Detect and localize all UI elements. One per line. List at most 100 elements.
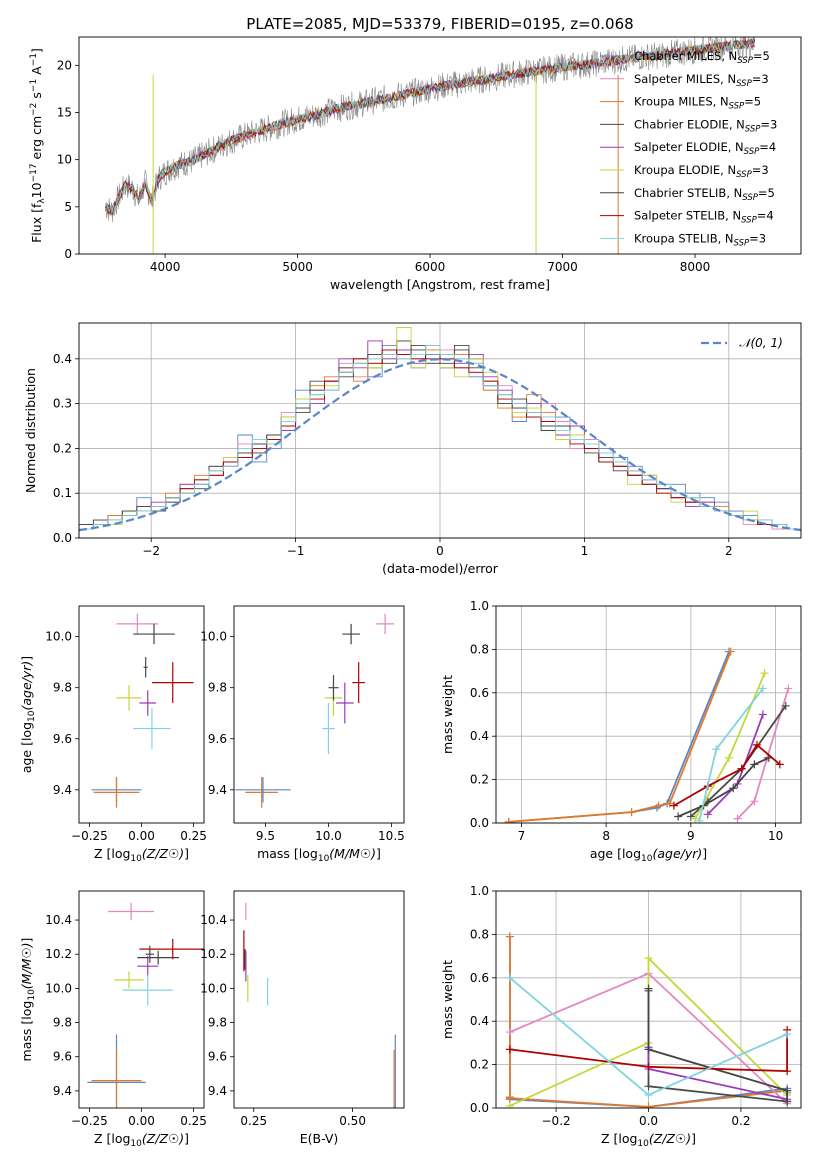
gaussian-reference-curve: [79, 358, 801, 532]
legend-label: Salpeter STELIB, NSSP=4: [634, 209, 774, 226]
label-part: Flux [f: [29, 203, 44, 243]
label-part: mass weight: [440, 675, 455, 754]
mass-weight-marker: [737, 764, 746, 773]
label-part: =3: [752, 72, 769, 86]
label-part: Normed distribution: [23, 368, 38, 493]
residuals-xtick-label: 0: [436, 544, 444, 558]
spectrum-ytick-label: 10: [57, 153, 72, 167]
mass-vs-Z-plot-area: [87, 902, 204, 1108]
mass-weight-marker: [783, 1030, 792, 1039]
age-vs-mass-ytick-label: 9.4: [208, 783, 227, 797]
age-vs-mass-xtick-label: 10.5: [378, 829, 405, 843]
mass-weight-marker: [644, 1045, 653, 1054]
mass-weight-line: [508, 651, 732, 823]
massweight-vs-age-xtick-label: 7: [518, 829, 526, 843]
mass-weight-marker: [669, 801, 678, 810]
mass-vs-ebv-ytick-label: 9.8: [208, 1016, 227, 1030]
label-part: Salpeter ELODIE, N: [634, 140, 744, 154]
spectrum-ytick-label: 0: [64, 247, 72, 261]
age-vs-Z-xtick-label: 0.25: [180, 829, 207, 843]
residuals-xlabel: (data-model)/error: [382, 561, 499, 576]
mass-weight-marker: [729, 784, 738, 793]
label-part: SSP: [736, 79, 752, 89]
mass-vs-ebv-panel: 0.25 0.50 9.4 9.6 9.8 10.0 10.2 10.4 E(B-V): [200, 890, 405, 1146]
label-part: Z [log: [94, 1131, 130, 1146]
massweight-vs-Z-ytick-label: 0.4: [470, 1014, 489, 1028]
spectrum-xtick-label: 8000: [680, 260, 711, 274]
mass-weight-marker: [703, 810, 712, 819]
label-part: Kroupa MILES, N: [634, 95, 729, 109]
residuals-ytick-label: 0.4: [53, 352, 72, 366]
label-part: SSP: [736, 170, 752, 180]
label-part: (M/M☉): [329, 846, 376, 861]
massweight-vs-Z-ytick-label: 1.0: [470, 884, 489, 898]
label-part: ]: [184, 846, 189, 861]
mass-vs-Z-panel: −0.25 0.00 0.25 9.4 9.6 9.8 10.0 10.2 10.4 Z [log…: [19, 890, 207, 1149]
mass-weight-marker: [760, 669, 769, 678]
label-part: age [log: [590, 846, 641, 861]
mass-weight-marker: [674, 812, 683, 821]
legend-label: Salpeter ELODIE, NSSP=4: [634, 140, 776, 157]
mass-vs-ebv-ytick-label: 10.0: [200, 981, 227, 995]
mass-vs-ebv-frame: [233, 890, 405, 1109]
label-part: 10: [130, 1139, 142, 1149]
mass-weight-marker: [644, 1090, 653, 1099]
mass-weight-marker: [691, 814, 700, 823]
mass-vs-Z-ytick-label: 9.4: [53, 1084, 72, 1098]
spectrum-xtick-label: 4000: [150, 260, 181, 274]
mass-weight-marker: [783, 1097, 792, 1106]
mass-vs-ebv-xlabel: E(B-V): [300, 1131, 339, 1146]
label-part: SSP: [742, 193, 758, 203]
mass-weight-marker: [750, 760, 759, 769]
spectrum-xlabel: wavelength [Angstrom, rest frame]: [330, 277, 550, 292]
legend-label: Kroupa ELODIE, NSSP=3: [634, 163, 769, 180]
label-part: 10: [29, 182, 44, 198]
massweight-vs-age-xtick-label: 9: [687, 829, 695, 843]
mass-vs-ebv-xtick-label: 0.50: [339, 1114, 366, 1128]
mass-vs-ebv-plot-area: [243, 902, 396, 1108]
massweight-vs-age-ytick-label: 0.8: [470, 642, 489, 656]
residuals-ytick-label: 0.2: [53, 441, 72, 455]
label-part: =4: [759, 140, 776, 154]
mass-weight-marker: [505, 932, 514, 941]
mass-weight-marker: [505, 1028, 514, 1037]
mass-weight-marker: [758, 710, 767, 719]
massweight-vs-Z-xtick-label: 0.0: [639, 1114, 658, 1128]
age-vs-Z-ylabel: age [log10(age/yr)]: [19, 656, 37, 773]
massweight-vs-Z-ytick-label: 0.8: [470, 927, 489, 941]
label-part: Chabrier MILES, N: [634, 49, 737, 63]
mass-vs-ebv-xtick-label: 0.25: [240, 1114, 267, 1128]
label-part: (M/M☉): [19, 942, 34, 989]
mass-weight-marker: [726, 647, 735, 656]
legend-label: Kroupa MILES, NSSP=5: [634, 95, 761, 112]
label-part: age [log: [19, 722, 34, 773]
mass-vs-Z-ytick-label: 9.6: [53, 1050, 72, 1064]
mass-vs-Z-xlabel: Z [log10(Z/Z☉)]: [94, 1131, 189, 1149]
mass-weight-marker: [775, 760, 784, 769]
label-part: 10: [27, 710, 37, 722]
label-part: (Z/Z☉): [649, 1131, 691, 1146]
label-part: wavelength [Angstrom, rest frame]: [330, 277, 550, 292]
label-part: A: [29, 66, 44, 79]
label-part: s: [29, 92, 44, 103]
age-vs-mass-frame: [233, 605, 405, 824]
spectrum-plot-area: [105, 37, 756, 254]
label-part: =3: [760, 117, 777, 131]
label-part: (age/yr): [652, 846, 702, 861]
label-part: mass [log: [257, 846, 318, 861]
age-vs-mass-xtick-label: 9.5: [256, 829, 275, 843]
label-part: SSP: [745, 124, 761, 134]
massweight-vs-Z-plot-area: [505, 932, 792, 1108]
residuals-ytick-label: 0.1: [53, 486, 72, 500]
figure-title: PLATE=2085, MJD=53379, FIBERID=0195, z=0…: [246, 15, 633, 33]
legend-label: Chabrier MILES, NSSP=5: [634, 49, 770, 66]
age-vs-mass-ytick-label: 9.6: [208, 732, 227, 746]
label-part: ]: [19, 656, 34, 661]
label-part: Z [log: [94, 846, 130, 861]
spectrum-ylabel: Flux [fλ10−17 erg cm−2 s−1 A−1]: [29, 48, 47, 243]
label-part: 10: [641, 854, 653, 864]
age-vs-mass-ytick-label: 10.0: [200, 630, 227, 644]
spectrum-frame: [78, 36, 802, 255]
